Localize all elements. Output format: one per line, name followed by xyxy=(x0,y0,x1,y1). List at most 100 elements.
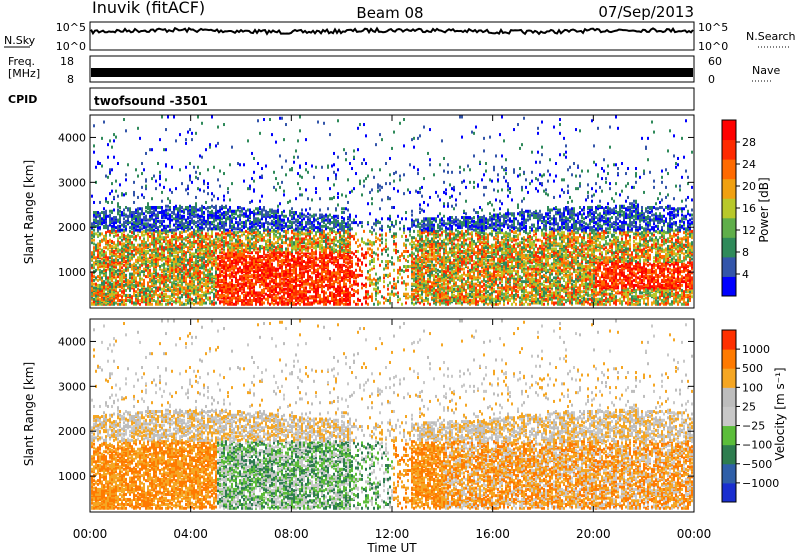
power-cell xyxy=(281,218,283,222)
power-cell xyxy=(137,266,139,270)
power-cell xyxy=(115,232,117,236)
power-cell xyxy=(239,253,241,257)
power-cell xyxy=(107,155,109,159)
power-cell xyxy=(237,290,239,294)
power-cell xyxy=(103,261,105,265)
power-cell xyxy=(105,222,107,226)
power-cell xyxy=(141,227,143,231)
power-cell xyxy=(263,227,265,231)
power-cell xyxy=(217,141,219,145)
power-cell xyxy=(231,260,233,264)
power-cell xyxy=(241,209,243,213)
power-cell xyxy=(151,241,153,245)
power-cell xyxy=(279,154,281,158)
power-cell xyxy=(197,115,199,119)
power-cell xyxy=(193,298,195,302)
power-cell xyxy=(313,234,315,238)
power-cell xyxy=(117,247,119,251)
power-cell xyxy=(323,224,325,228)
power-cell xyxy=(113,133,115,137)
power-cell xyxy=(109,223,111,227)
power-cell xyxy=(97,244,99,248)
power-cell xyxy=(265,253,267,257)
power-cell xyxy=(311,248,313,252)
power-cell xyxy=(131,231,133,235)
power-cell xyxy=(149,208,151,212)
power-cell xyxy=(105,268,107,272)
power-cell xyxy=(143,218,145,222)
power-cell xyxy=(177,254,179,258)
power-cell xyxy=(165,302,167,306)
power-cell xyxy=(109,192,111,196)
power-cell xyxy=(185,258,187,262)
power-cell xyxy=(263,238,265,242)
power-cell xyxy=(239,246,241,250)
power-cell xyxy=(259,224,261,228)
power-cell xyxy=(249,271,251,275)
power-cell xyxy=(287,278,289,282)
power-cell xyxy=(91,271,93,275)
power-cell xyxy=(127,214,129,218)
power-cell xyxy=(111,219,113,223)
power-cell xyxy=(155,251,157,255)
power-cell xyxy=(299,283,301,287)
power-cell xyxy=(177,213,179,217)
power-cell xyxy=(127,258,129,262)
power-cell xyxy=(113,224,115,228)
power-cell xyxy=(155,280,157,284)
power-cell xyxy=(161,281,163,285)
power-cell xyxy=(275,229,277,233)
power-cell xyxy=(319,260,321,264)
power-cell xyxy=(271,258,273,262)
power-cell xyxy=(285,247,287,251)
power-cell xyxy=(119,224,121,228)
power-cell xyxy=(309,295,311,299)
power-cell xyxy=(145,297,147,301)
power-cell xyxy=(235,217,237,221)
power-cell xyxy=(317,237,319,241)
power-cell xyxy=(209,267,211,271)
power-cell xyxy=(241,261,243,265)
power-cell xyxy=(259,247,261,251)
power-cell xyxy=(221,270,223,274)
power-cell xyxy=(267,271,269,275)
power-cell xyxy=(259,218,261,222)
power-cell xyxy=(271,251,273,255)
power-cell xyxy=(187,298,189,302)
power-cell xyxy=(163,271,165,275)
power-cell xyxy=(319,197,321,201)
power-cell xyxy=(153,241,155,245)
power-cell xyxy=(163,253,165,257)
power-cell xyxy=(203,244,205,248)
power-cell xyxy=(149,226,151,230)
power-cell xyxy=(305,286,307,290)
power-cell xyxy=(257,217,259,221)
power-cell xyxy=(131,282,133,286)
power-cell xyxy=(123,251,125,255)
power-cell xyxy=(271,214,273,218)
power-cell xyxy=(127,239,129,243)
power-cell xyxy=(169,251,171,255)
nsky-label: N.Sky xyxy=(4,34,36,47)
power-cell xyxy=(245,301,247,305)
power-cell xyxy=(315,231,317,235)
power-cell xyxy=(173,254,175,258)
power-cell xyxy=(313,256,315,260)
power-cell xyxy=(105,281,107,285)
power-cell xyxy=(147,302,149,306)
power-cell xyxy=(135,283,137,287)
power-cell xyxy=(237,214,239,218)
power-cell xyxy=(231,253,233,257)
power-cell xyxy=(141,239,143,243)
power-cell xyxy=(163,292,165,296)
power-cell xyxy=(183,217,185,221)
power-cell xyxy=(253,228,255,232)
power-cell xyxy=(219,184,221,188)
power-cell xyxy=(131,217,133,221)
power-cell xyxy=(133,268,135,272)
power-cell xyxy=(173,283,175,287)
power-cell xyxy=(211,229,213,233)
power-cell xyxy=(311,231,313,235)
power-cell xyxy=(261,302,263,306)
power-cell xyxy=(233,223,235,227)
